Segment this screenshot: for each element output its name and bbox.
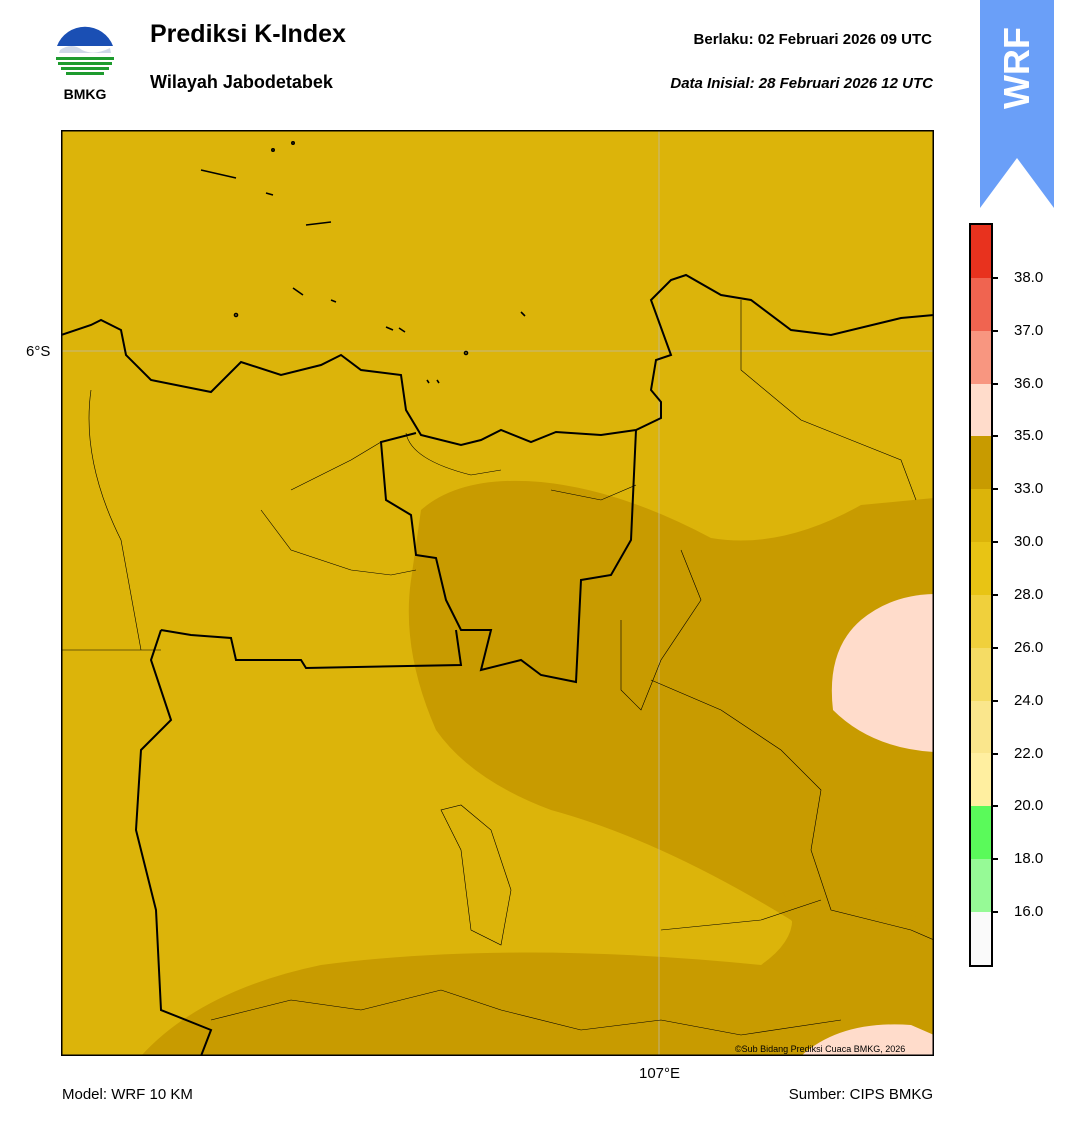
colorbar-tick-label: 24.0	[1014, 691, 1044, 709]
source-label: Sumber: CIPS BMKG	[788, 1086, 933, 1103]
colorbar-tick-label: 18.0	[1014, 850, 1044, 868]
colorbar-tick	[991, 382, 998, 385]
valid-time: Berlaku: 02 Februari 2026 09 UTC	[693, 31, 932, 48]
colorbar-tick	[991, 805, 998, 808]
wrf-badge-text: WRF	[996, 27, 1037, 109]
colorbar-tick-label: 36.0	[1014, 374, 1044, 392]
colorbar-segment	[971, 489, 991, 543]
k-index-map	[60, 129, 935, 1057]
colorbar-segment	[971, 542, 991, 595]
colorbar-tick	[991, 858, 998, 861]
province-border	[134, 429, 637, 1057]
colorbar-tick-label: 28.0	[1014, 586, 1044, 603]
colorbar-segment	[971, 911, 991, 965]
colorbar-segment	[971, 277, 991, 331]
coastline	[60, 273, 935, 447]
colorbar	[969, 223, 993, 967]
page-title: Prediksi K-Index	[150, 20, 346, 48]
colorbar-segment	[971, 594, 991, 648]
field-highest-zone-se	[801, 1024, 934, 1056]
colorbar-segment	[971, 859, 991, 912]
colorbar-tick	[991, 541, 998, 544]
colorbar-segment	[971, 753, 991, 807]
colorbar-tick-label: 20.0	[1014, 797, 1044, 815]
field-highest-zone	[831, 594, 934, 752]
colorbar-tick-label: 22.0	[1014, 744, 1044, 762]
colorbar-tick	[991, 646, 998, 649]
colorbar-tick-label: 33.0	[1014, 480, 1044, 498]
lon-tick-label: 107°E	[639, 1065, 681, 1082]
islands	[200, 141, 526, 384]
colorbar-tick-label: 16.0	[1014, 903, 1044, 921]
wrf-badge: WRF	[980, 0, 1054, 208]
page-subtitle: Wilayah Jabodetabek	[150, 72, 333, 92]
colorbar-segment	[971, 647, 991, 701]
colorbar-tick	[991, 594, 998, 596]
colorbar-tick-label: 30.0	[1014, 533, 1044, 551]
logo-text: BMKG	[63, 86, 107, 102]
colorbar-segment	[971, 436, 991, 490]
colorbar-tick	[991, 488, 998, 491]
colorbar-tick	[991, 276, 998, 279]
model-label: Model: WRF 10 KM	[62, 1086, 193, 1103]
colorbar-segment	[971, 700, 991, 754]
colorbar-tick	[991, 911, 998, 914]
bmkg-logo: BMKG	[52, 20, 118, 102]
colorbar-tick	[991, 435, 998, 438]
field-high-zone-south	[141, 890, 934, 1056]
colorbar-tick-label: 26.0	[1014, 638, 1044, 656]
colorbar-segment	[971, 330, 991, 384]
colorbar-tick-label: 38.0	[1014, 268, 1044, 286]
lat-tick-label: 6°S	[26, 343, 51, 360]
colorbar-tick-label: 35.0	[1014, 427, 1044, 445]
colorbar-segment	[971, 383, 991, 437]
map-credit: ©Sub Bidang Prediksi Cuaca BMKG, 2026	[735, 1044, 906, 1054]
colorbar-segment	[971, 806, 991, 860]
colorbar-tick-label: 37.0	[1014, 321, 1044, 339]
regency-borders	[61, 300, 935, 1036]
colorbar-segment	[971, 225, 991, 278]
colorbar-tick	[991, 699, 998, 702]
colorbar-tick	[991, 329, 998, 332]
init-time: Data Inisial: 28 Februari 2026 12 UTC	[670, 75, 933, 92]
colorbar-tick	[991, 752, 998, 755]
